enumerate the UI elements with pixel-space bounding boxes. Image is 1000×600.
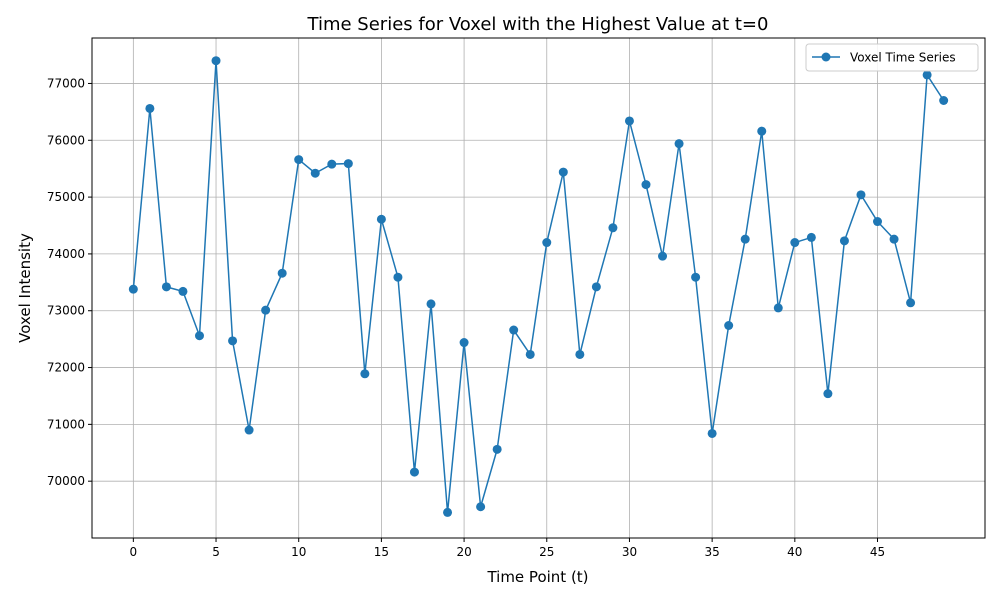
data-point xyxy=(145,103,155,113)
x-axis-label: Time Point (t) xyxy=(486,568,588,586)
data-point xyxy=(889,234,899,244)
x-tick-label: 35 xyxy=(704,545,719,559)
data-point xyxy=(492,444,502,454)
data-point xyxy=(360,369,370,379)
data-point xyxy=(939,96,949,105)
y-tick-label: 77000 xyxy=(47,76,85,90)
data-point xyxy=(476,502,486,512)
data-point xyxy=(575,349,585,359)
y-axis-label: Voxel Intensity xyxy=(16,233,34,343)
data-point xyxy=(823,389,833,399)
x-tick-label: 15 xyxy=(374,545,389,559)
data-point xyxy=(327,159,337,169)
data-point xyxy=(790,238,800,248)
data-point xyxy=(724,321,734,330)
grid xyxy=(92,38,985,538)
data-point xyxy=(128,284,138,294)
data-point xyxy=(641,180,651,190)
data-point xyxy=(409,467,419,477)
y-tick-label: 73000 xyxy=(47,304,85,318)
data-point xyxy=(856,190,866,200)
data-point xyxy=(310,168,320,178)
data-point xyxy=(591,282,601,292)
y-tick-label: 75000 xyxy=(47,190,85,204)
x-tick-label: 20 xyxy=(456,545,471,559)
data-point xyxy=(211,56,221,66)
data-point xyxy=(757,126,767,136)
data-point xyxy=(608,223,618,233)
data-point xyxy=(707,428,717,438)
data-point xyxy=(658,251,668,261)
x-tick-label: 5 xyxy=(212,545,220,559)
data-point xyxy=(873,217,883,227)
data-point xyxy=(509,325,519,335)
y-tick-label: 70000 xyxy=(47,474,85,488)
data-point xyxy=(558,167,568,177)
data-point xyxy=(277,268,287,278)
data-point xyxy=(294,155,304,165)
data-point xyxy=(525,349,535,359)
x-tick-label: 30 xyxy=(622,545,637,559)
series-line xyxy=(132,60,945,513)
data-point xyxy=(542,238,552,248)
data-point xyxy=(906,298,916,308)
x-tick-label: 10 xyxy=(291,545,306,559)
data-point xyxy=(244,425,254,435)
data-point xyxy=(806,232,816,242)
data-point xyxy=(343,159,353,169)
legend: Voxel Time Series xyxy=(805,43,979,72)
y-tick-label: 72000 xyxy=(47,361,85,375)
data-point xyxy=(773,303,783,313)
y-tick-label: 74000 xyxy=(47,247,85,261)
data-point xyxy=(691,272,701,282)
data-point xyxy=(839,236,849,246)
x-tick-label: 25 xyxy=(539,545,554,559)
x-tick-label: 40 xyxy=(787,545,802,559)
data-point xyxy=(426,299,436,309)
data-point xyxy=(624,116,634,126)
x-tick-label: 0 xyxy=(130,545,138,559)
data-point xyxy=(740,234,750,244)
data-point xyxy=(443,507,453,517)
y-tick-label: 76000 xyxy=(47,133,85,147)
data-point xyxy=(376,214,386,224)
x-tick-label: 45 xyxy=(870,545,885,559)
data-point xyxy=(459,338,469,348)
data-point xyxy=(922,70,932,80)
legend-box xyxy=(805,43,979,72)
plot-frame xyxy=(91,37,986,539)
data-point xyxy=(393,272,403,282)
legend-label: Voxel Time Series xyxy=(850,51,956,65)
data-point xyxy=(194,331,204,341)
chart-title: Time Series for Voxel with the Highest V… xyxy=(307,14,769,35)
data-point xyxy=(161,282,171,292)
data-point xyxy=(228,336,238,346)
data-point xyxy=(261,305,271,315)
data-point xyxy=(674,139,684,149)
legend-marker xyxy=(821,52,831,62)
axis-ticks: 0 5 10 15 20 25 30 35 40 45 70000 71000 72000 73000 74… xyxy=(47,76,885,559)
data-point xyxy=(178,286,188,296)
series-voxel-time-series xyxy=(128,56,949,517)
y-tick-label: 71000 xyxy=(47,417,85,431)
